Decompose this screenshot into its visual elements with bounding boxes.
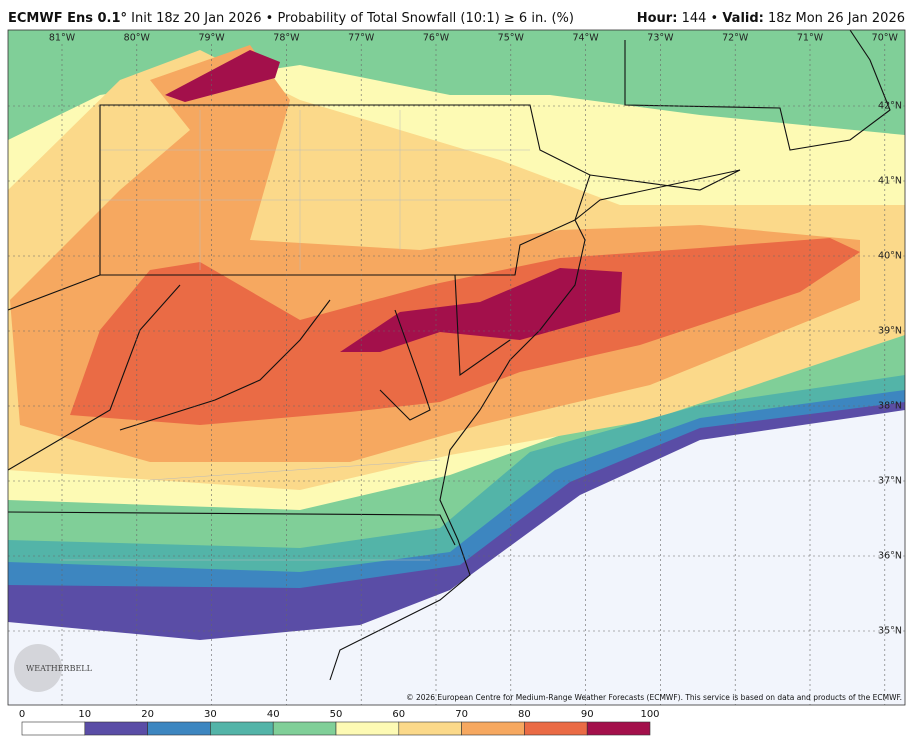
lon-label: 74°W xyxy=(572,33,599,44)
map: 81°W 80°W 79°W 78°W 77°W 76°W 75°W 74°W 73°W 72°W… xyxy=(7,29,906,706)
colorbar-label: 0 xyxy=(19,709,25,720)
lat-label: 39°N xyxy=(878,326,902,337)
field xyxy=(340,268,622,352)
field xyxy=(8,410,905,705)
lon-label: 73°W xyxy=(647,33,674,44)
colorbar-segment xyxy=(84,721,148,736)
lat-label: 40°N xyxy=(878,251,902,262)
lon-label: 70°W xyxy=(872,33,899,44)
header-right: Hour: 144 • Valid: 18z Mon 26 Jan 2026 xyxy=(637,11,905,26)
hour: 144 • xyxy=(682,11,719,26)
colorbar-label: 30 xyxy=(204,709,217,720)
state-border xyxy=(624,30,891,151)
colorbar-segment xyxy=(210,721,274,736)
lat-label: 35°N xyxy=(878,626,902,637)
lat-label: 36°N xyxy=(878,551,902,562)
colorbar-segment xyxy=(147,721,211,736)
lon-label: 77°W xyxy=(348,33,375,44)
colorbar-segment xyxy=(461,721,525,736)
lon-label: 76°W xyxy=(423,33,450,44)
lon-label: 81°W xyxy=(49,33,76,44)
county-lines xyxy=(60,110,530,561)
valid: 18z Mon 26 Jan 2026 xyxy=(768,11,905,26)
colorbar-label: 70 xyxy=(455,709,468,720)
init: Init 18z 20 Jan 2026 • Probability of To… xyxy=(131,11,574,26)
lon-label: 80°W xyxy=(124,33,151,44)
colorbar-label: 50 xyxy=(330,709,343,720)
lon-label: 71°W xyxy=(797,33,824,44)
state-border xyxy=(8,274,456,546)
header-left: ECMWF Ens 0.1° Init 18z 20 Jan 2026 • Pr… xyxy=(8,11,574,26)
colorbar-segment xyxy=(335,721,400,736)
logo: WEATHERBELL xyxy=(26,664,93,673)
lat-labels: 42°N 41°N 40°N 39°N 38°N 37°N 36°N 35°N xyxy=(8,101,905,637)
colorbar-label: 90 xyxy=(581,709,594,720)
coastline xyxy=(329,169,741,681)
model: ECMWF Ens 0.1° xyxy=(8,11,127,26)
colorbar-label: 80 xyxy=(518,709,531,720)
colorbar-label: 10 xyxy=(78,709,91,720)
lat-label: 38°N xyxy=(878,401,902,412)
valid-label: Valid: xyxy=(722,11,764,26)
colorbar-segment xyxy=(21,721,86,736)
field xyxy=(165,50,280,102)
lat-label: 41°N xyxy=(878,176,902,187)
colorbar-segment xyxy=(586,721,651,736)
credit: © 2026 European Centre for Medium-Range … xyxy=(406,693,902,702)
state-border xyxy=(379,274,511,421)
colorbar-label: 60 xyxy=(392,709,405,720)
lat-label: 37°N xyxy=(878,476,902,487)
lon-label: 75°W xyxy=(498,33,525,44)
logo-badge xyxy=(14,644,62,692)
lon-label: 79°W xyxy=(198,33,225,44)
colorbar-label: 100 xyxy=(640,709,659,720)
colorbar-segment xyxy=(398,721,462,736)
hour-label: Hour: xyxy=(637,11,678,26)
colorbar-label: 20 xyxy=(141,709,154,720)
lon-labels: 81°W 80°W 79°W 78°W 77°W 76°W 75°W 74°W 73°W 72°W… xyxy=(49,33,899,705)
lat-label: 42°N xyxy=(878,101,902,112)
colorbar-label: 40 xyxy=(267,709,280,720)
colorbar-segment xyxy=(272,721,337,736)
lon-label: 72°W xyxy=(722,33,749,44)
colorbar-segment xyxy=(524,721,588,736)
lon-label: 78°W xyxy=(273,33,300,44)
map-frame xyxy=(7,29,906,706)
colorbar: 0 10 20 30 40 50 60 70 80 90 100 xyxy=(19,709,660,736)
